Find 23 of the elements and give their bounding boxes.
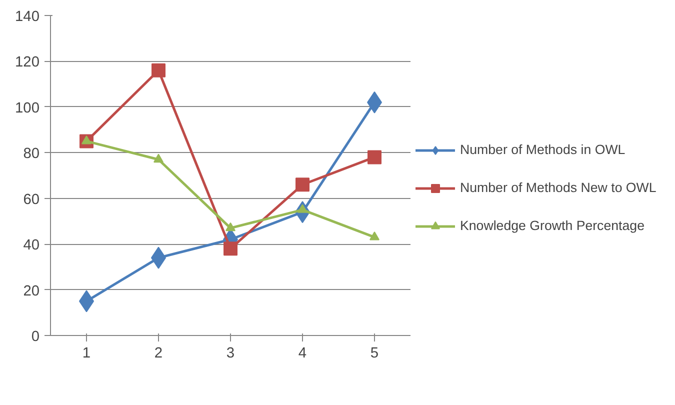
x-tick-label: 4 <box>298 346 307 362</box>
y-tick-label: 140 <box>15 9 40 25</box>
y-tick-label: 0 <box>31 329 40 345</box>
point <box>370 232 380 240</box>
x-tick-label: 5 <box>370 346 379 362</box>
point <box>368 150 382 164</box>
legend-label: Number of Methods New to OWL <box>460 180 656 195</box>
y-tick-label: 40 <box>23 238 40 254</box>
y-tick-label: 20 <box>23 283 40 300</box>
x-tick-label: 2 <box>154 346 163 362</box>
y-tick-label: 120 <box>15 54 40 71</box>
y-tick-label: 80 <box>23 146 40 162</box>
y-tick-label: 60 <box>23 192 40 208</box>
point <box>226 222 236 232</box>
y-tick-label: 100 <box>15 100 40 116</box>
x-tick-label: 3 <box>226 346 235 362</box>
point <box>224 242 238 256</box>
point <box>152 63 166 78</box>
point <box>154 154 164 163</box>
x-tick-label: 1 <box>82 346 91 362</box>
point <box>296 178 310 192</box>
legend-label: Number of Methods in OWL <box>460 142 626 157</box>
legend-label: Knowledge Growth Percentage <box>460 218 644 233</box>
